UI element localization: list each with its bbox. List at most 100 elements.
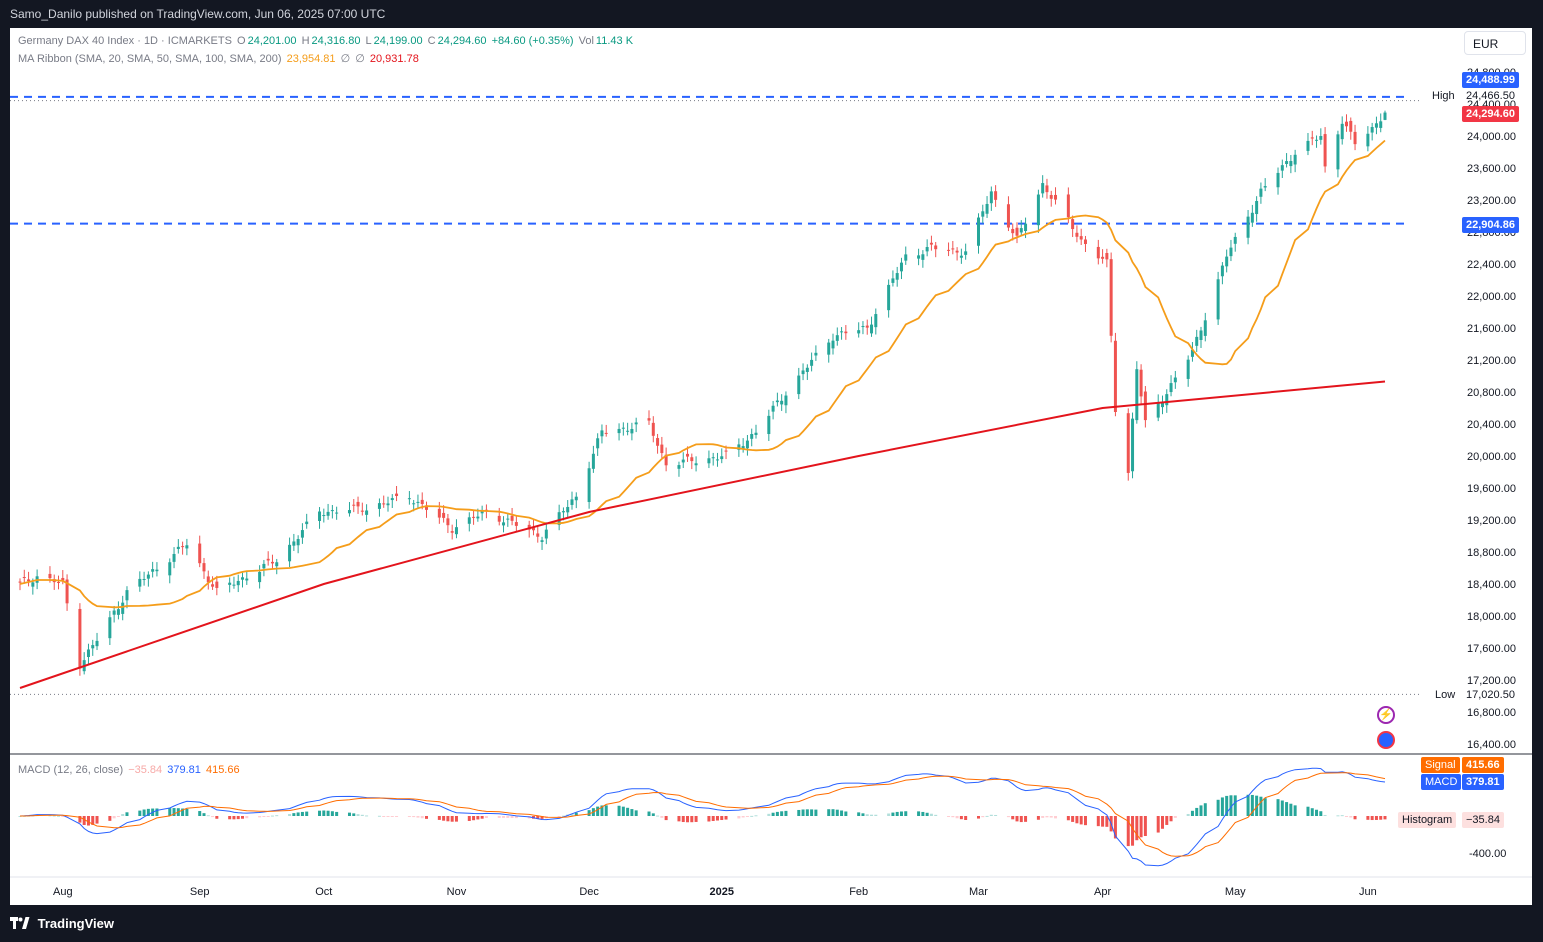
- macd-histogram-bar: [1156, 816, 1160, 833]
- macd-histogram-bar: [416, 816, 420, 818]
- macd-histogram-bar: [52, 815, 56, 817]
- x-tick-label: Aug: [53, 886, 73, 898]
- macd-title: MACD (12, 26, close): [18, 764, 124, 776]
- macd-histogram-bar: [61, 816, 65, 817]
- macd-histogram-bar: [446, 816, 450, 822]
- macd-histogram-bar: [335, 811, 339, 816]
- event-icon[interactable]: [1377, 731, 1395, 749]
- candle-body: [1135, 369, 1139, 421]
- candle-body: [514, 522, 518, 526]
- candle-body: [155, 569, 159, 572]
- candle-body: [801, 370, 805, 375]
- candle-body: [591, 453, 595, 469]
- ma200-line: [19, 380, 1386, 689]
- macd-histogram-bar: [626, 807, 630, 816]
- candle-body: [1293, 154, 1297, 165]
- candle-body: [142, 578, 146, 580]
- x-tick-label: Feb: [849, 886, 868, 898]
- macd-histogram-bar: [450, 816, 454, 822]
- candle-body: [874, 314, 878, 328]
- candle-body: [737, 444, 741, 450]
- y-tick-label: 16,800.00: [1467, 707, 1516, 719]
- candle-body: [805, 367, 809, 372]
- macd-histogram-bar: [390, 816, 394, 817]
- macd-histogram-bar: [904, 811, 908, 816]
- macd-histogram-bar: [840, 810, 844, 816]
- candle-body: [78, 608, 82, 669]
- candle-body: [587, 468, 591, 503]
- candle-body: [1045, 185, 1049, 193]
- low-label: Low: [1435, 689, 1456, 701]
- macd-histogram-bar: [780, 811, 784, 816]
- chart-canvas[interactable]: 16,400.00 16,800.00 17,200.00 17,600.00 18,0…: [10, 28, 1532, 905]
- macd-histogram-bar: [476, 816, 480, 820]
- macd-histogram-bar: [484, 816, 488, 819]
- macd-histogram-bar: [656, 815, 660, 817]
- y-tick-label: 23,200.00: [1467, 195, 1516, 207]
- macd-histogram-bar: [181, 808, 185, 816]
- candle-body: [1186, 359, 1190, 379]
- open-value: 24,201.00: [247, 35, 297, 47]
- candle-body: [95, 640, 99, 647]
- macd-histogram-bar: [1173, 816, 1177, 818]
- high-label: H: [301, 35, 310, 47]
- candle-body: [681, 459, 685, 463]
- macd-histogram-bar: [1383, 816, 1387, 820]
- candle-body: [1340, 123, 1344, 140]
- candle-body: [596, 438, 600, 449]
- candle-body: [647, 418, 651, 421]
- macd-histogram-bar: [57, 815, 61, 817]
- ma20-value: 23,954.81: [286, 53, 336, 65]
- candle-body: [472, 516, 476, 518]
- candle-body: [1109, 259, 1113, 336]
- candle-body: [544, 529, 548, 539]
- macd-histogram-bar: [300, 811, 304, 816]
- mid-line-tag: 22,904.86: [1462, 217, 1519, 233]
- candle-body: [57, 581, 61, 583]
- candle-body: [228, 582, 232, 585]
- candle-body: [416, 501, 420, 503]
- candle-body: [656, 438, 660, 446]
- chart-frame[interactable]: 16,400.00 16,800.00 17,200.00 17,600.00 18,0…: [10, 28, 1532, 905]
- macd-histogram-bar: [741, 816, 745, 818]
- hist-label-tag: Histogram: [1398, 812, 1457, 828]
- macd-histogram-bar: [947, 816, 951, 817]
- candle-body: [270, 561, 274, 564]
- macd-histogram-bar: [1199, 805, 1203, 816]
- ma-label: MA Ribbon (SMA, 20, SMA, 50, SMA, 100, S…: [18, 53, 282, 65]
- candle-body: [865, 325, 869, 328]
- candle-body: [1310, 137, 1314, 139]
- candle-body: [861, 326, 865, 328]
- macd-histogram-bar: [1011, 816, 1015, 820]
- macd-histogram-bar: [805, 809, 809, 816]
- candle-body: [626, 430, 630, 432]
- macd-histogram-bar: [797, 809, 801, 816]
- candle-body: [925, 247, 929, 252]
- macd-histogram-bar: [994, 814, 998, 816]
- candle-body: [651, 422, 655, 436]
- candle-body: [715, 459, 719, 461]
- currency-button[interactable]: EUR: [1464, 31, 1526, 55]
- lightning-icon[interactable]: ⚡: [1377, 706, 1395, 724]
- macd-histogram-bar: [206, 815, 210, 817]
- macd-histogram-bar: [1289, 803, 1293, 816]
- macd-histogram-bar: [78, 816, 82, 823]
- macd-histogram-bar: [921, 811, 925, 816]
- macd-histogram-bar: [1263, 798, 1267, 816]
- candle-body: [382, 503, 386, 505]
- candle-body: [61, 577, 65, 581]
- macd-histogram-bar: [989, 814, 993, 816]
- macd-histogram-bar: [1336, 815, 1340, 817]
- candle-body: [365, 510, 369, 515]
- candle-body: [899, 262, 903, 272]
- candle-body: [1370, 127, 1374, 133]
- macd-histogram-bar: [1160, 816, 1164, 829]
- macd-histogram-bar: [754, 815, 758, 817]
- candle-body: [1113, 340, 1117, 413]
- macd-histogram-bar: [1246, 794, 1250, 816]
- macd-histogram-bar: [1190, 810, 1194, 816]
- macd-histogram-bar: [681, 816, 685, 823]
- candle-body: [1075, 232, 1079, 237]
- candle-body: [1366, 133, 1370, 147]
- y-tick-label: 20,400.00: [1467, 419, 1516, 431]
